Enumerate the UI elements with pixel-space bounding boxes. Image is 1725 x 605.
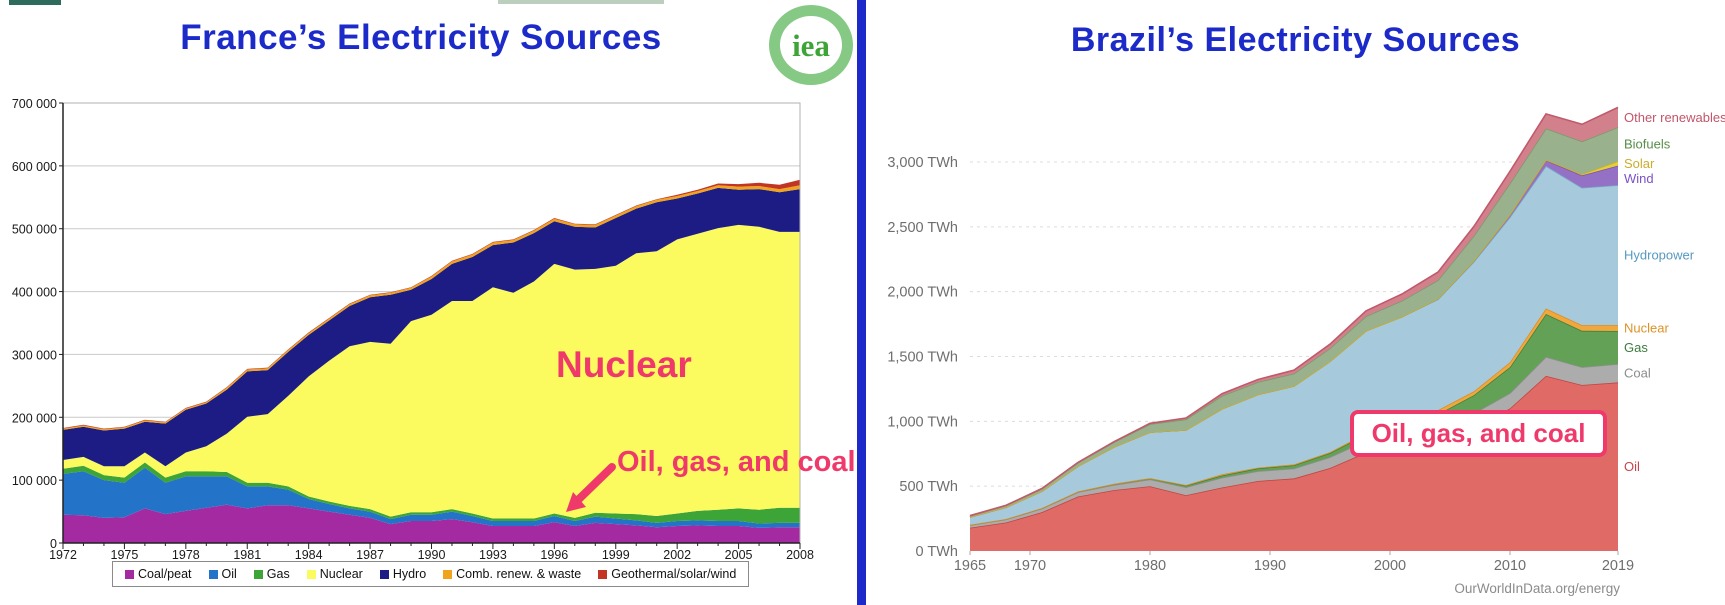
legend-label: Hydro xyxy=(392,567,427,581)
legend-label: Coal/peat xyxy=(138,567,192,581)
area-gas xyxy=(63,462,800,524)
y-tick-label: 300 000 xyxy=(12,348,57,362)
legend-label: Gas xyxy=(266,567,290,581)
y-tick-label: 700 000 xyxy=(12,97,57,111)
area-hydro xyxy=(63,187,800,467)
fossil-annotation-right-text: Oil, gas, and coal xyxy=(1371,418,1586,448)
series-label-oil: Oil xyxy=(1624,459,1640,474)
fossil-annotation-left: Oil, gas, and coal xyxy=(617,446,856,478)
area-oil xyxy=(970,375,1618,551)
iea-logo-text: iea xyxy=(792,27,830,63)
legend-item-hydro: Hydro xyxy=(379,567,427,581)
x-tick-label: 2008 xyxy=(786,548,814,562)
legend-swatch xyxy=(443,569,453,579)
legend-swatch xyxy=(125,569,134,579)
france-chart-title: France’s Electricity Sources xyxy=(180,18,662,57)
y-tick-label: 100 000 xyxy=(12,474,57,488)
x-tick-label: 1990 xyxy=(1254,558,1286,574)
series-label-solar: Solar xyxy=(1624,156,1655,171)
x-tick-label: 2019 xyxy=(1602,558,1634,574)
france-legend: Coal/peat Oil Gas Nuclear Hydro Comb. renew. … xyxy=(112,561,750,587)
x-tick-label: 2002 xyxy=(663,548,691,562)
series-label-hydropower: Hydropower xyxy=(1624,248,1695,263)
fossil-arrow-head xyxy=(566,492,586,512)
iea-logo: iea xyxy=(769,5,853,85)
legend-swatch xyxy=(208,569,218,579)
legend-item-coal-peat: Coal/peat xyxy=(125,567,192,581)
legend-label: Nuclear xyxy=(319,567,363,581)
y-tick-label: 400 000 xyxy=(12,286,57,300)
legend-item-comb-renew-waste: Comb. renew. & waste xyxy=(443,567,581,581)
x-tick-label: 1996 xyxy=(540,548,568,562)
area-stroke-other-renewables xyxy=(969,106,1619,517)
x-tick-label: 1993 xyxy=(479,548,507,562)
area-coal-peat xyxy=(63,504,800,543)
owid-attribution: OurWorldInData.org/energy xyxy=(1454,581,1620,596)
series-label-nuclear: Nuclear xyxy=(1624,321,1669,336)
series-label-biofuels: Biofuels xyxy=(1624,137,1671,152)
x-tick-label: 1980 xyxy=(1134,558,1166,574)
panel-divider xyxy=(857,0,866,605)
x-tick-label: 1999 xyxy=(602,548,630,562)
series-label-coal: Coal xyxy=(1624,366,1651,381)
legend-item-gas: Gas xyxy=(253,567,290,581)
x-tick-label: 1984 xyxy=(295,548,323,562)
legend-label: Comb. renew. & waste xyxy=(456,567,582,581)
x-tick-label: 1990 xyxy=(418,548,446,562)
x-tick-label: 1965 xyxy=(954,558,986,574)
legend-item-nuclear: Nuclear xyxy=(306,567,363,581)
area-nuclear xyxy=(63,224,800,519)
area-hydropower xyxy=(970,165,1618,525)
y-tick-label: 600 000 xyxy=(12,160,57,174)
legend-label: Geothermal/solar/wind xyxy=(611,567,737,581)
y-tick-label: 0 xyxy=(50,537,57,551)
area-coal xyxy=(970,356,1618,528)
x-tick-label: 2010 xyxy=(1494,558,1526,574)
x-tick-label: 1972 xyxy=(49,548,77,562)
x-tick-label: 1981 xyxy=(233,548,261,562)
y-tick-label: 500 000 xyxy=(12,223,57,237)
nuclear-annotation: Nuclear xyxy=(556,344,692,385)
plot-border xyxy=(63,102,801,543)
y-tick-label: 200 000 xyxy=(12,411,57,425)
series-label-gas: Gas xyxy=(1624,340,1648,355)
y-tick-label: 0 TWh xyxy=(916,544,958,560)
legend-swatch xyxy=(253,569,263,579)
legend-label: Oil xyxy=(221,567,237,581)
area-oil xyxy=(63,467,800,528)
y-tick-label: 1,500 TWh xyxy=(887,350,958,366)
x-tick-label: 1975 xyxy=(111,548,139,562)
fossil-annotation-right: Oil, gas, and coal xyxy=(1350,410,1607,457)
y-tick-label: 3,000 TWh xyxy=(887,155,958,171)
legend-swatch xyxy=(306,569,316,579)
brazil-chart-title: Brazil’s Electricity Sources xyxy=(1070,21,1521,59)
x-tick-label: 1978 xyxy=(172,548,200,562)
y-tick-label: 2,000 TWh xyxy=(887,285,958,301)
y-tick-label: 2,500 TWh xyxy=(887,220,958,236)
y-tick-label: 1,000 TWh xyxy=(887,414,958,430)
area-gas xyxy=(970,314,1618,526)
series-label-wind: Wind xyxy=(1624,171,1654,186)
series-label-other-renewables: Other renewables xyxy=(1624,110,1725,125)
x-tick-label: 2000 xyxy=(1374,558,1406,574)
x-tick-label: 1970 xyxy=(1014,558,1046,574)
x-tick-label: 1987 xyxy=(356,548,384,562)
fossil-arrow xyxy=(574,463,616,504)
y-tick-label: 500 TWh xyxy=(899,479,958,495)
x-tick-label: 2005 xyxy=(725,548,753,562)
legend-item-geothermal-solar-wind: Geothermal/solar/wind xyxy=(598,567,736,581)
legend-swatch xyxy=(598,569,608,579)
legend-swatch xyxy=(379,569,389,579)
legend-item-oil: Oil xyxy=(208,567,237,581)
